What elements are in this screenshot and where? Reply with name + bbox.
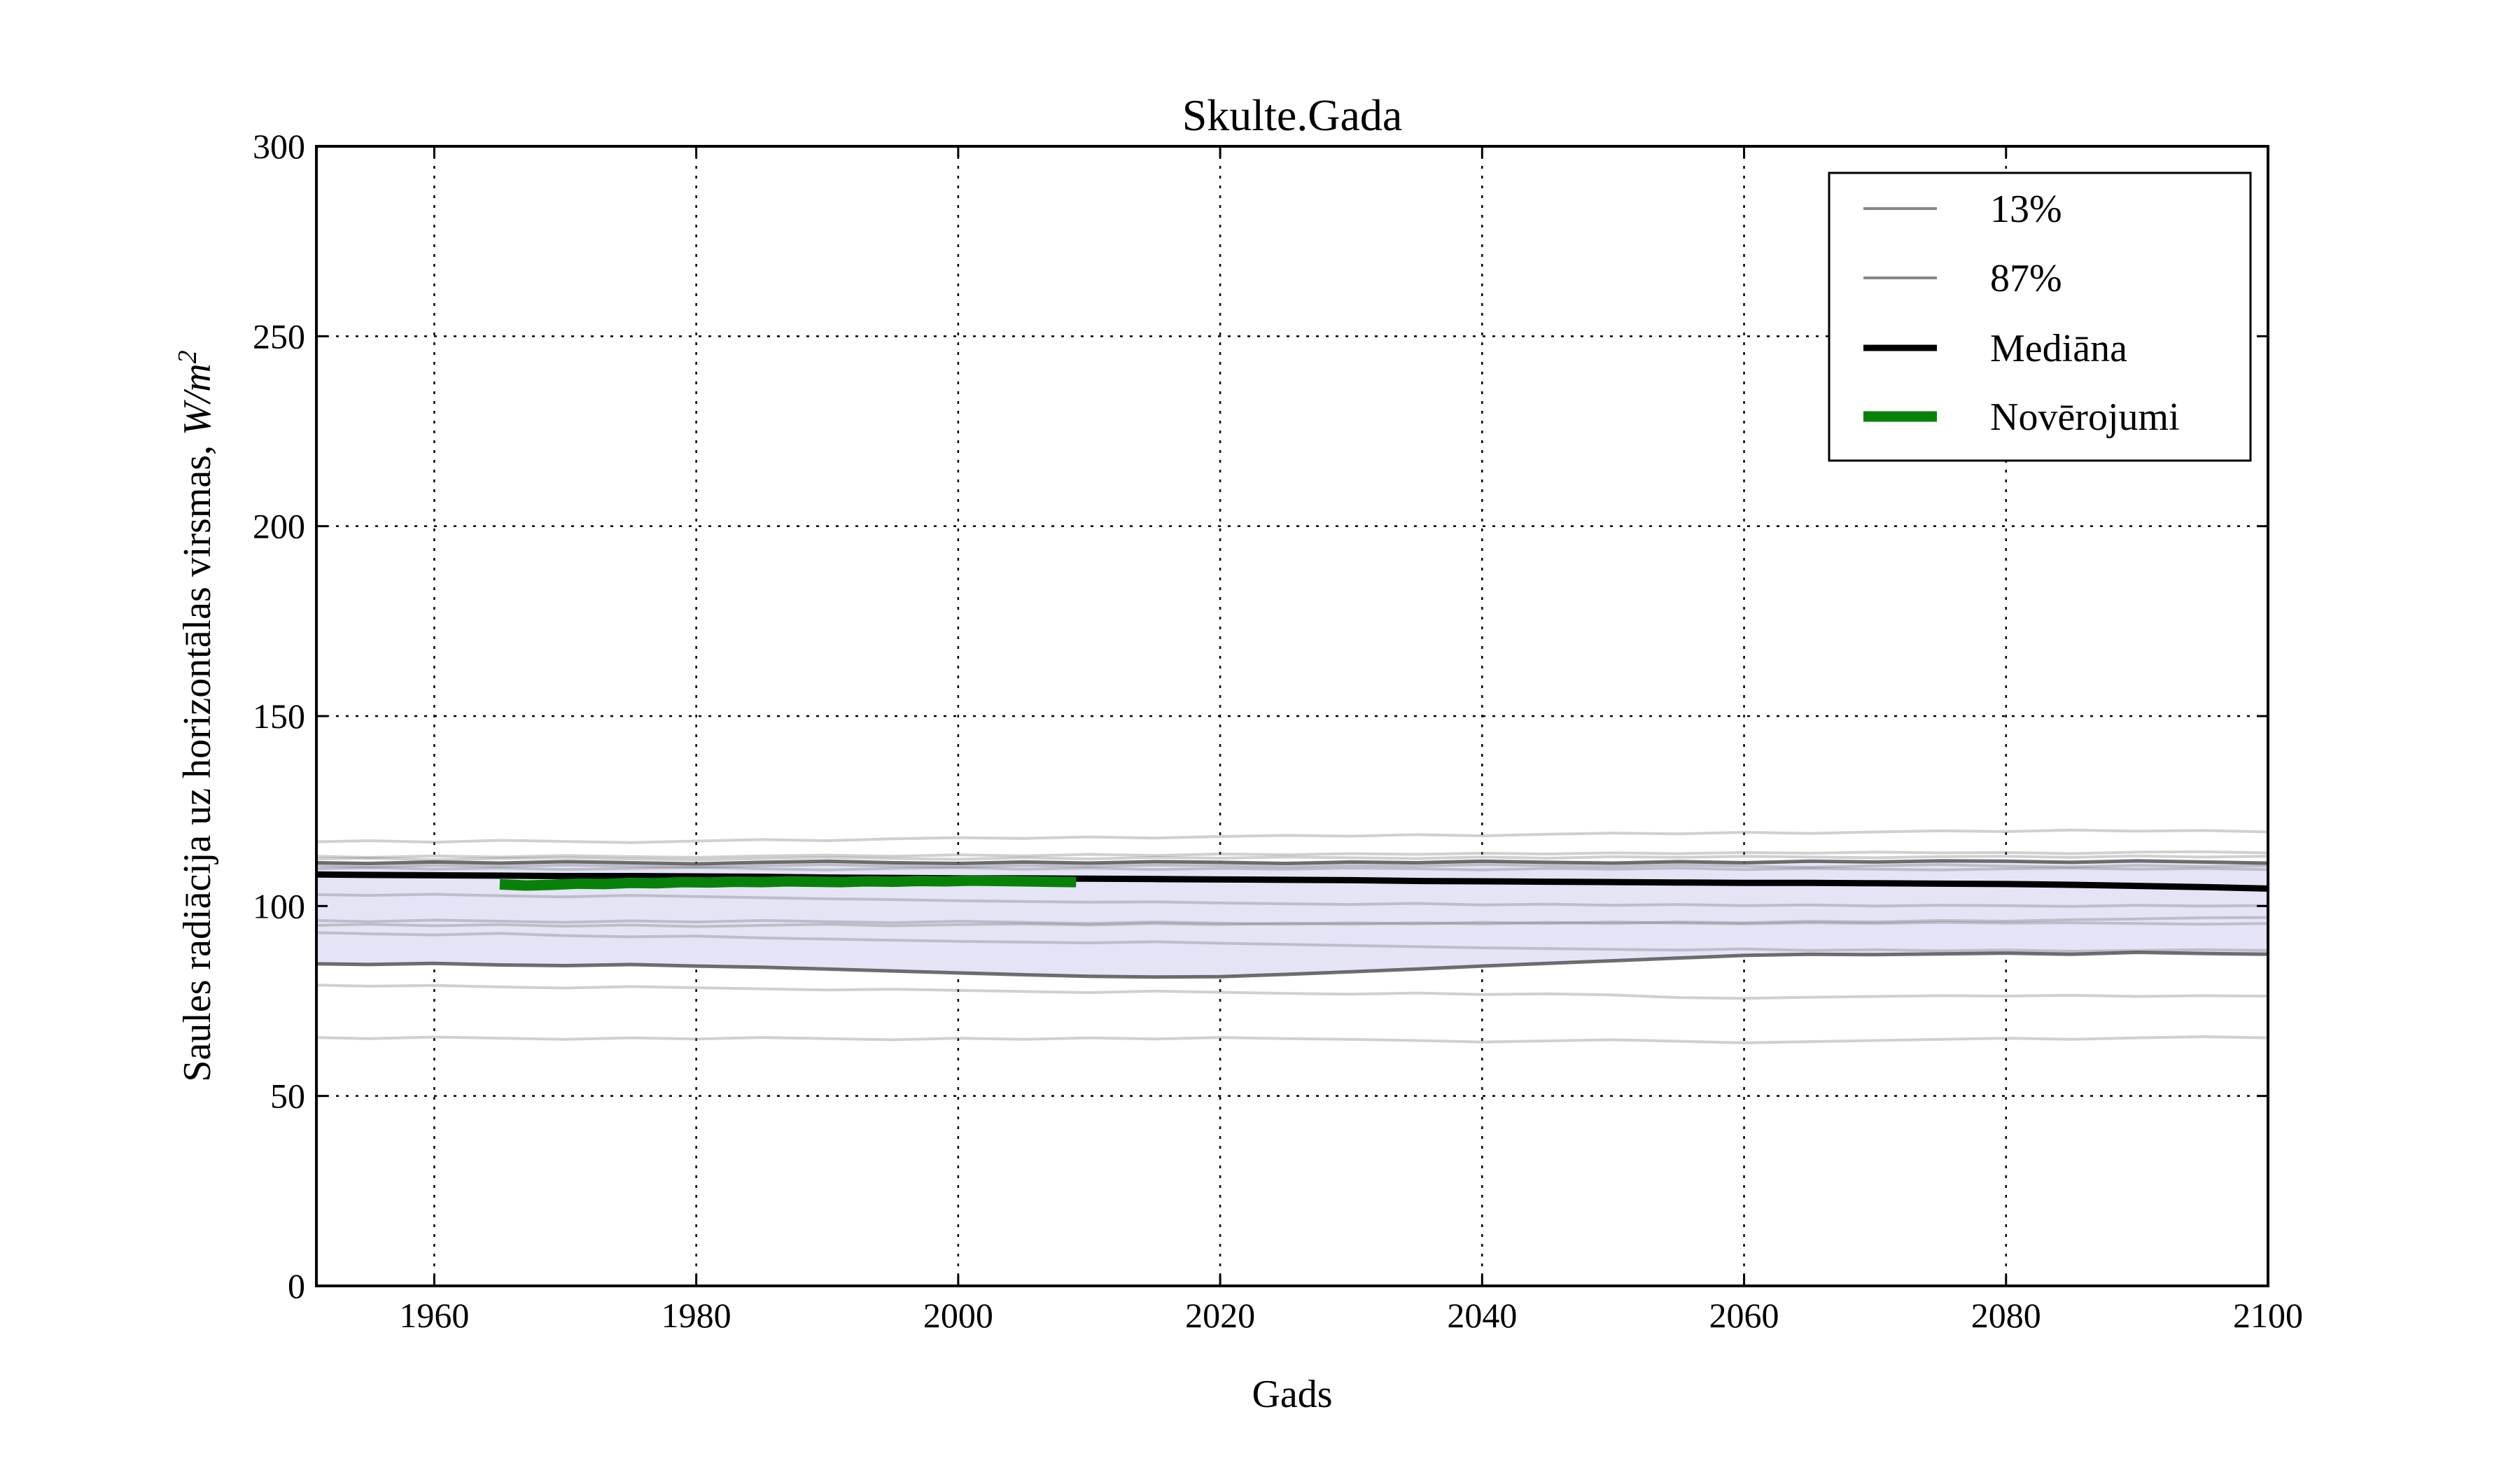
tick-layer bbox=[316, 145, 2269, 1287]
series-percentile-87-line bbox=[316, 859, 2268, 866]
y-tick-label-250: 250 bbox=[253, 316, 305, 356]
series-ensemble-9-line bbox=[316, 931, 2268, 953]
legend: 13% 87% Mediāna Novērojumi bbox=[1828, 172, 2252, 462]
grid-layer bbox=[316, 146, 2268, 1286]
series-ensemble-1-line bbox=[316, 828, 2268, 844]
series-ensemble-7-line bbox=[316, 918, 2268, 926]
y-axis-label-units: W/m bbox=[176, 363, 219, 435]
series-ensemble-8-line bbox=[316, 916, 2268, 928]
y-axis-label-units-superscript: 2 bbox=[173, 350, 202, 363]
series-ensemble-10-line bbox=[316, 983, 2268, 1000]
series-percentile-13-line bbox=[316, 951, 2268, 979]
series-ensemble-11-line bbox=[316, 1035, 2268, 1044]
y-tick-label-300: 300 bbox=[253, 127, 305, 166]
y-axis-label: Saules radiācija uz horizontālas virsmas… bbox=[173, 350, 219, 1082]
legend-label-observations: Novērojumi bbox=[1990, 396, 2180, 439]
legend-label-13pct: 13% bbox=[1990, 188, 2062, 231]
y-tick-label-0: 0 bbox=[288, 1266, 305, 1306]
series-ensemble-6-line bbox=[316, 892, 2268, 908]
series-observations-line bbox=[499, 875, 1077, 891]
x-tick-label-2080: 2080 bbox=[1971, 1296, 2041, 1335]
x-tick-label-1980: 1980 bbox=[662, 1296, 732, 1335]
x-axis-label: Gads bbox=[1252, 1373, 1332, 1416]
y-tick-label-150: 150 bbox=[253, 696, 305, 736]
legend-label-median: Mediāna bbox=[1990, 327, 2127, 370]
x-tick-label-1960: 1960 bbox=[399, 1296, 469, 1335]
y-tick-label-100: 100 bbox=[253, 886, 305, 925]
x-tick-label-2060: 2060 bbox=[1709, 1296, 1779, 1335]
x-tick-label-2100: 2100 bbox=[2233, 1296, 2303, 1335]
x-tick-label-2020: 2020 bbox=[1185, 1296, 1255, 1335]
tick-label-layer: 1960 1980 2000 2020 2040 2060 2080 2100 0 50 100 15… bbox=[253, 127, 2303, 1335]
legend-label-87pct: 87% bbox=[1990, 257, 2062, 300]
series-median-line bbox=[316, 871, 2268, 892]
x-tick-label-2000: 2000 bbox=[923, 1296, 993, 1335]
x-tick-label-2040: 2040 bbox=[1447, 1296, 1517, 1335]
band-13-87 bbox=[316, 860, 2268, 977]
chart-title: Skulte.Gada bbox=[1182, 90, 1403, 140]
y-tick-label-200: 200 bbox=[253, 507, 305, 546]
series-ensemble-3-line bbox=[316, 854, 2268, 862]
y-axis-label-text: Saules radiācija uz horizontālas virsmas… bbox=[176, 445, 219, 1082]
series-ensemble-2-line bbox=[316, 850, 2268, 859]
series-ensemble-4-line bbox=[316, 863, 2268, 869]
data-layer bbox=[316, 828, 2268, 1044]
series-ensemble-5-line bbox=[316, 865, 2268, 872]
y-tick-label-50: 50 bbox=[270, 1077, 305, 1116]
